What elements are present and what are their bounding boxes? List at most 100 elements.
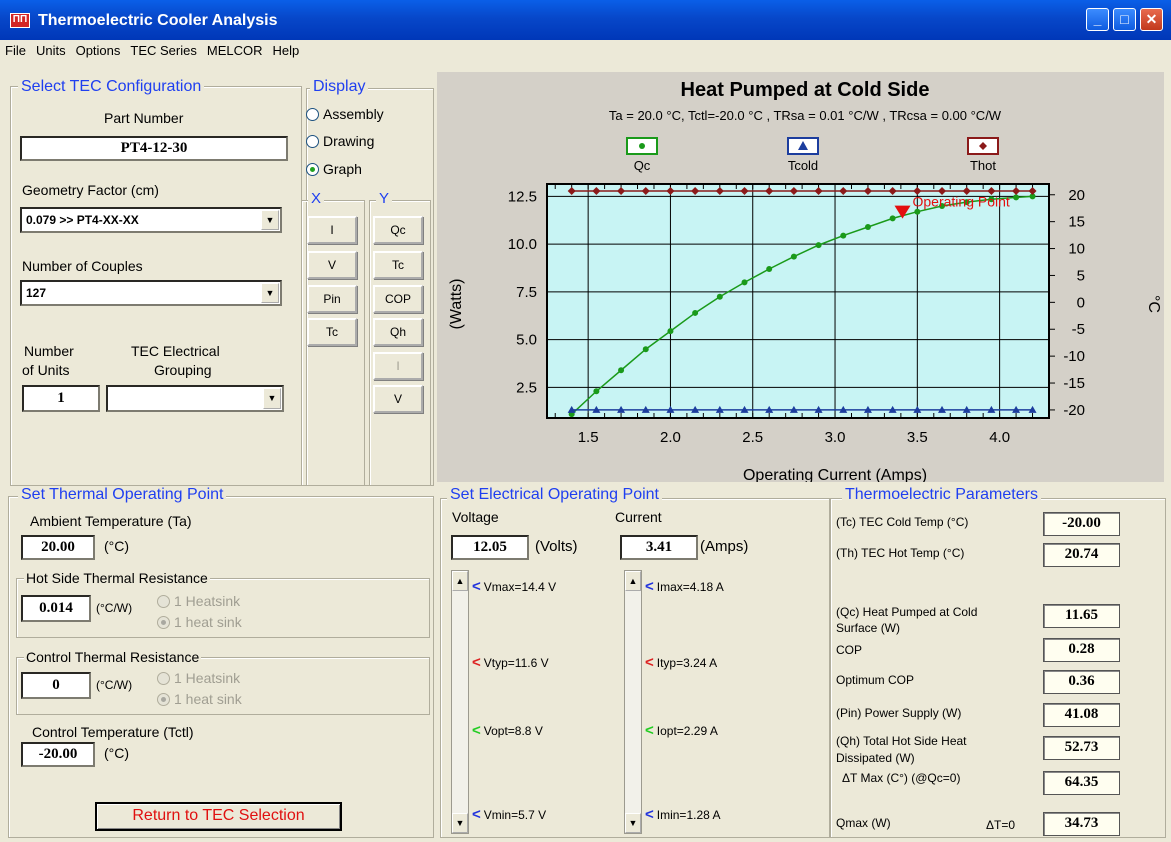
slider-up-arrow[interactable]: ▲ [625, 571, 641, 591]
menu-units[interactable]: Units [35, 43, 66, 58]
control-resistance-field[interactable]: 0 [21, 672, 91, 699]
part-number-field[interactable]: PT4-12-30 [20, 136, 288, 161]
cop-label: COP [836, 643, 863, 657]
radio-graph-label: Graph [323, 161, 362, 177]
tcold-point [567, 405, 576, 413]
radio-icon [157, 693, 170, 706]
vtyp-marker: < Vtyp=11.6 V [472, 654, 549, 671]
grouping-label-line2: Grouping [154, 362, 212, 378]
thot-point [987, 186, 996, 195]
menu-help[interactable]: Help [272, 43, 300, 58]
radio-drawing-label: Drawing [323, 133, 375, 149]
menu-tec-series[interactable]: TEC Series [130, 43, 197, 58]
qc-point [667, 328, 674, 335]
qc-point [815, 242, 822, 249]
radio-graph-icon [306, 163, 319, 176]
radio-assembly-icon [306, 108, 319, 121]
radio-drawing[interactable]: Drawing [306, 133, 374, 149]
ityp-marker: < Ityp=3.24 A [645, 654, 717, 671]
slider-up-arrow[interactable]: ▲ [452, 571, 468, 591]
x-tick-label: 2.0 [660, 429, 681, 446]
ityp-label: Ityp=3.24 A [656, 656, 718, 670]
units-label-line1: Number [24, 343, 74, 359]
minimize-button[interactable]: _ [1086, 8, 1109, 31]
maximize-button[interactable]: □ [1113, 8, 1136, 31]
current-field[interactable]: 3.41 [620, 535, 698, 560]
legend-label-tcold: Tcold [788, 158, 818, 173]
voltage-label: Voltage [452, 509, 499, 525]
slider-down-arrow[interactable]: ▼ [625, 813, 641, 833]
radio-assembly[interactable]: Assembly [306, 106, 384, 122]
y-tick-label: 10.0 [508, 236, 537, 253]
y-button-i[interactable]: I [373, 352, 423, 380]
x-tick-label: 3.0 [825, 429, 846, 446]
current-slider[interactable]: ▲ ▼ [624, 570, 642, 834]
chart-title: Heat Pumped at Cold Side [681, 79, 930, 101]
tcold-point [962, 405, 971, 413]
x-button-v[interactable]: V [307, 251, 357, 279]
vmax-label: Vmax=14.4 V [483, 580, 557, 594]
y-button-qc[interactable]: Qc [373, 216, 423, 244]
chevron-down-icon[interactable]: ▼ [261, 283, 279, 303]
ambient-field[interactable]: 20.00 [21, 535, 95, 560]
x-button-i[interactable]: I [307, 216, 357, 244]
menu-melcor[interactable]: MELCOR [206, 43, 263, 58]
chevron-down-icon[interactable]: ▼ [261, 210, 279, 230]
hot-radio-heatsink[interactable]: 1 Heatsink [157, 593, 240, 609]
return-to-selection-button[interactable]: Return to TEC Selection [95, 802, 342, 831]
radio-assembly-label: Assembly [323, 106, 384, 122]
vmin-marker: < Vmin=5.7 V [472, 806, 546, 823]
couples-select[interactable]: 127 ▼ [20, 280, 282, 306]
radio-graph[interactable]: Graph [306, 161, 362, 177]
title-bar[interactable]: ΠΠ Thermoelectric Cooler Analysis _ □ ✕ [0, 0, 1171, 40]
tctl-field[interactable]: -20.00 [21, 742, 95, 767]
x-button-tc[interactable]: Tc [307, 318, 357, 346]
control-resistance-heading: Control Thermal Resistance [24, 649, 202, 665]
y-button-qh[interactable]: Qh [373, 318, 423, 346]
y2-tick-label: -20 [1063, 402, 1085, 419]
y2-tick-label: 10 [1068, 241, 1085, 258]
menu-file[interactable]: File [5, 43, 26, 58]
tcold-point [913, 405, 922, 413]
y2-tick-label: 0 [1077, 294, 1085, 311]
thot-point [765, 186, 774, 195]
dtmax-value: 64.35 [1043, 771, 1120, 795]
legend-marker [798, 141, 808, 150]
tcold-point [938, 405, 947, 413]
thot-point [913, 186, 922, 195]
y-button-v[interactable]: V [373, 385, 423, 413]
y-button-cop[interactable]: COP [373, 285, 423, 313]
x-axis-group [301, 200, 365, 486]
hot-resistance-field[interactable]: 0.014 [21, 595, 91, 622]
x-button-pin[interactable]: Pin [307, 285, 357, 313]
display-heading: Display [310, 78, 369, 96]
hot-radio-heat-sink[interactable]: 1 heat sink [157, 614, 242, 630]
electrical-heading: Set Electrical Operating Point [447, 486, 662, 504]
thot-point [863, 186, 872, 195]
radio-icon [157, 672, 170, 685]
chevron-down-icon[interactable]: ▼ [263, 388, 281, 409]
units-field[interactable]: 1 [22, 385, 100, 412]
grouping-select[interactable]: ▼ [106, 385, 284, 412]
qc-point [1029, 193, 1036, 200]
x-tick-label: 2.5 [742, 429, 763, 446]
tcold-point [617, 405, 626, 413]
voltage-slider[interactable]: ▲ ▼ [451, 570, 469, 834]
y-button-tc[interactable]: Tc [373, 251, 423, 279]
control-radio-heat-sink[interactable]: 1 heat sink [157, 691, 242, 707]
slider-down-arrow[interactable]: ▼ [452, 813, 468, 833]
legend-marker [639, 143, 645, 149]
tcold-point [888, 405, 897, 413]
qmax-subscript: ΔT=0 [986, 818, 1016, 832]
geometry-select[interactable]: 0.079 >> PT4-XX-XX ▼ [20, 207, 282, 233]
optimum-cop-value: 0.36 [1043, 670, 1120, 694]
voltage-field[interactable]: 12.05 [451, 535, 529, 560]
close-button[interactable]: ✕ [1140, 8, 1163, 31]
menu-options[interactable]: Options [75, 43, 121, 58]
thot-point [691, 186, 700, 195]
thot-point [641, 186, 650, 195]
couples-label: Number of Couples [22, 258, 143, 274]
qc-point [692, 309, 699, 316]
control-radio-heatsink[interactable]: 1 Heatsink [157, 670, 240, 686]
chart-legend: Qc Tcold Thot [626, 137, 999, 173]
